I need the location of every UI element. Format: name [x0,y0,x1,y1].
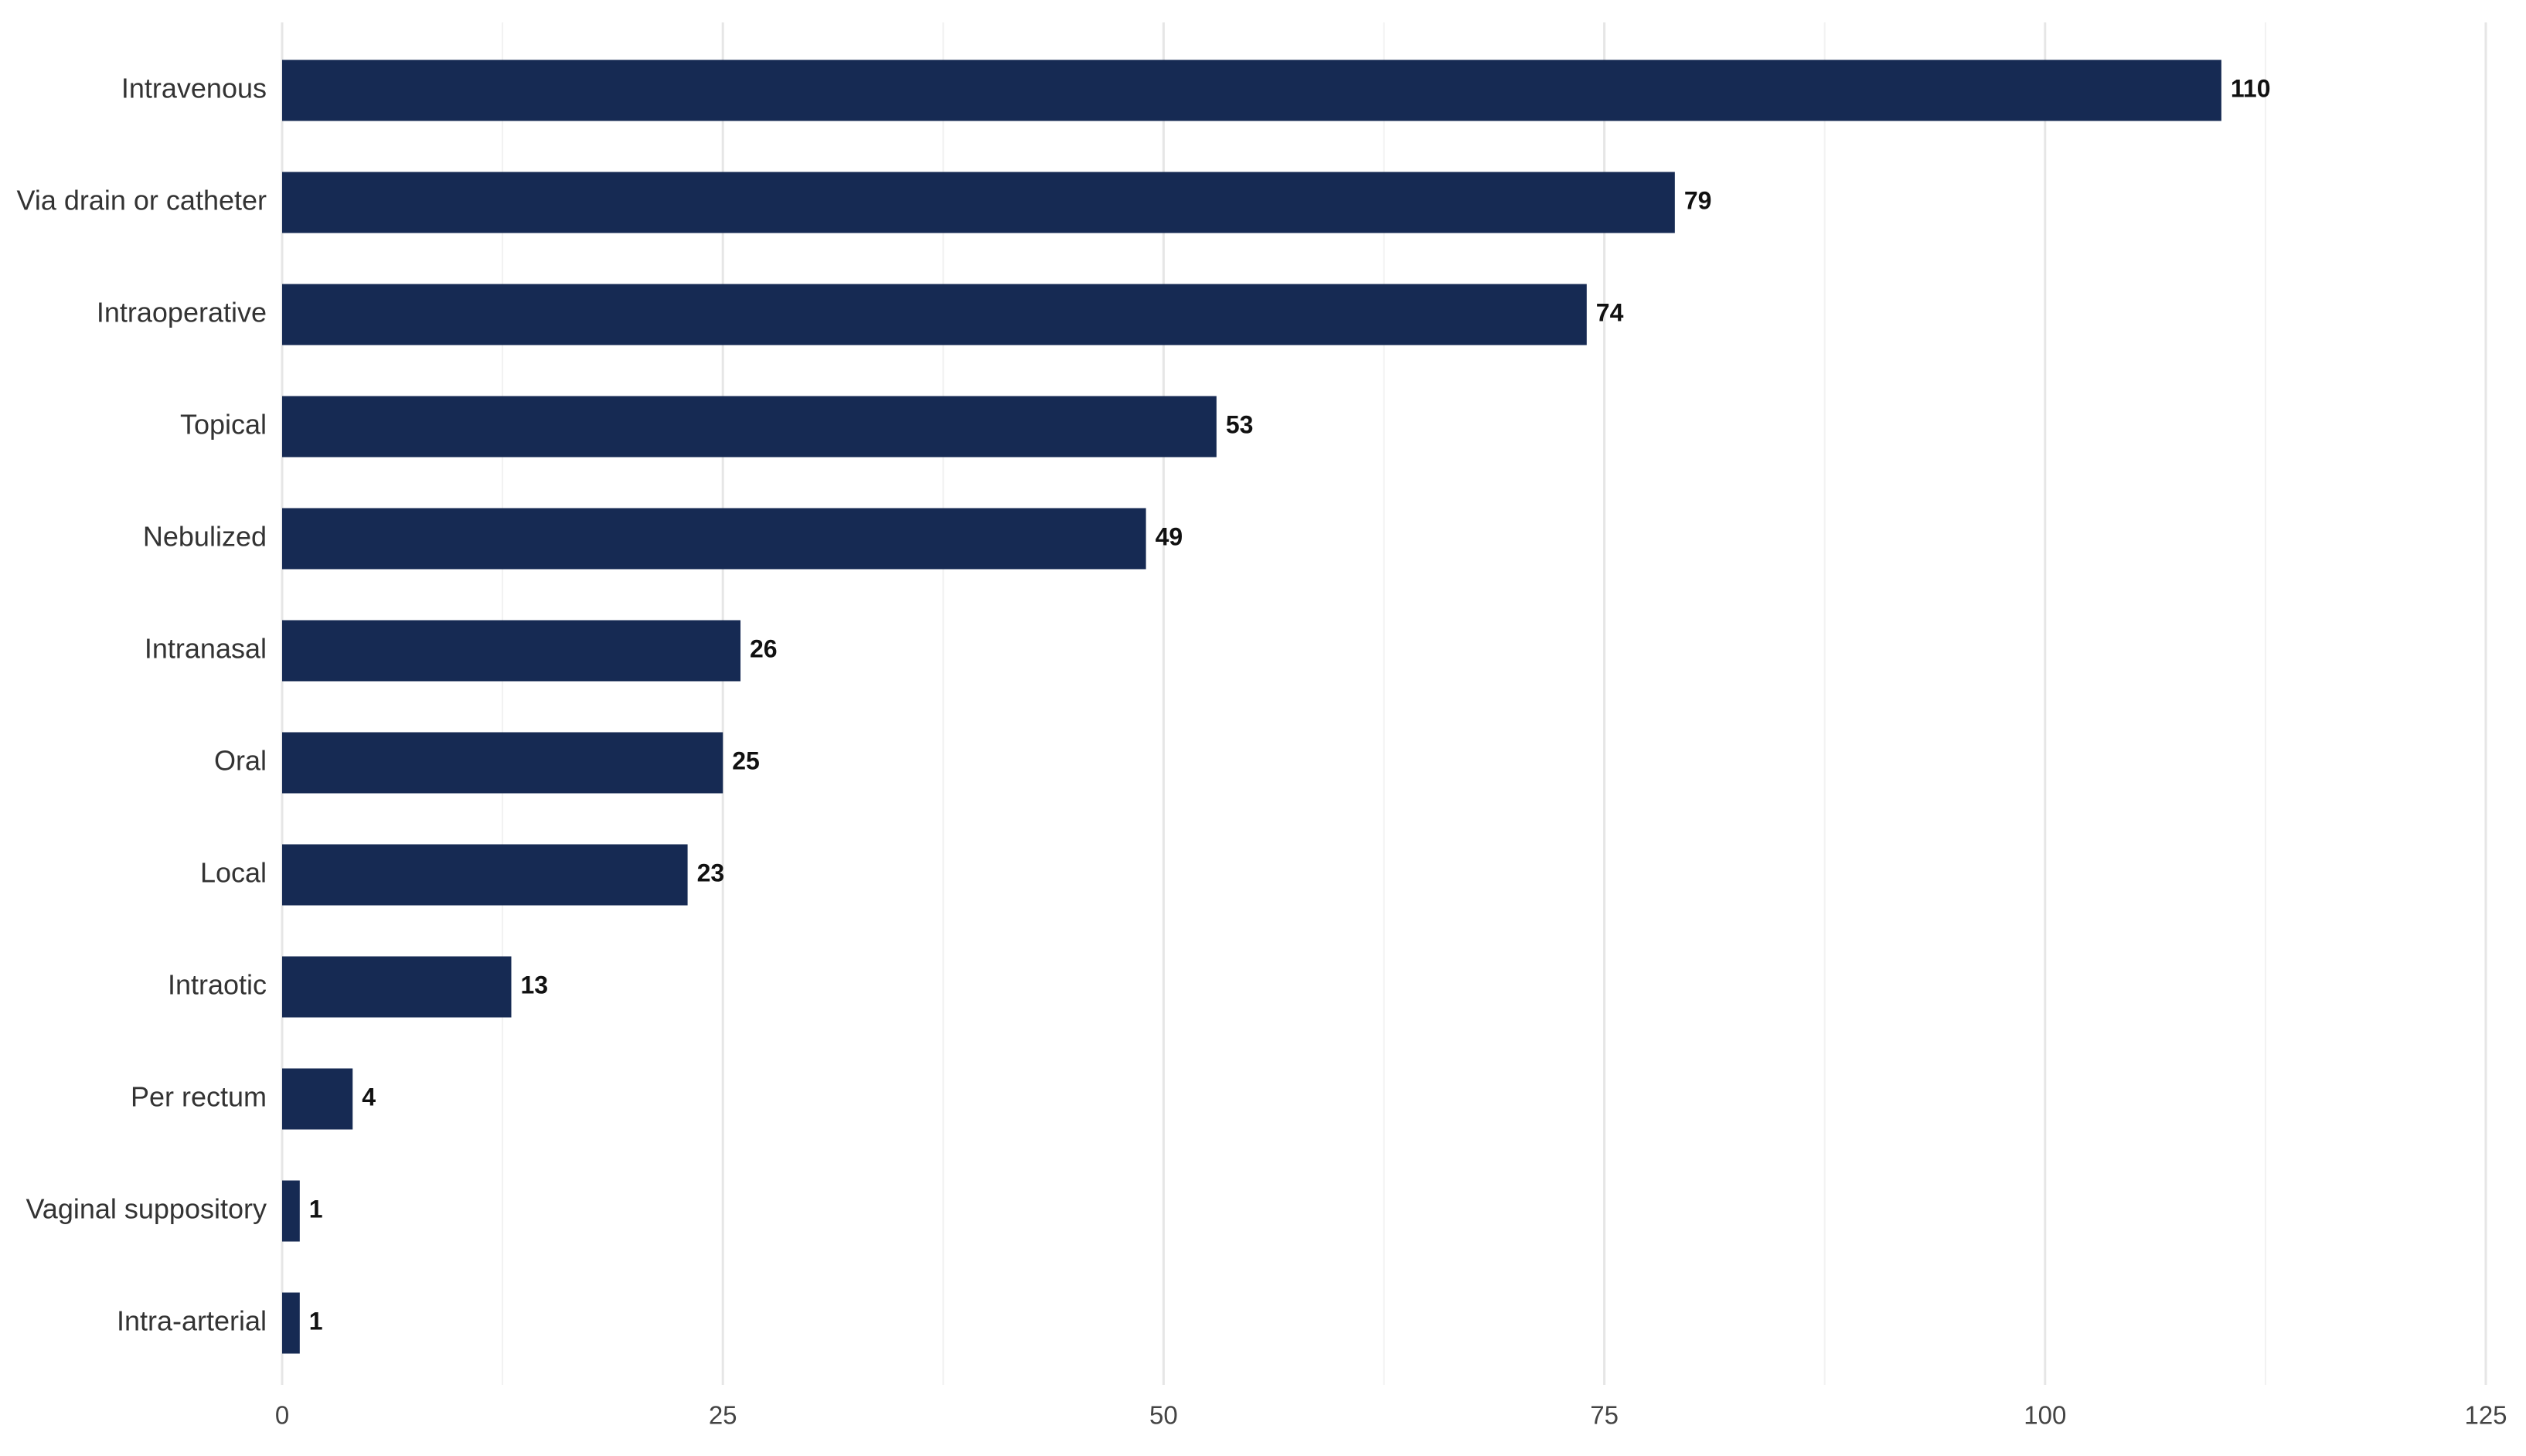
bar [282,172,1675,233]
y-tick-label: Per rectum [131,1081,267,1113]
value-label: 23 [697,859,725,886]
y-tick-label: Intra-arterial [117,1305,267,1337]
y-tick-label: Local [200,857,267,889]
bar [282,956,512,1018]
bar [282,1068,353,1130]
y-tick-label: Intravenous [121,73,267,104]
y-tick-label: Topical [180,409,267,441]
bar [282,60,2221,121]
y-tick-label: Intraoperative [97,297,267,328]
bar [282,396,1217,458]
value-label: 53 [1226,410,1254,438]
value-label: 26 [750,634,778,662]
value-label: 1 [309,1307,323,1335]
y-tick-label: Intraotic [168,969,267,1001]
bar [282,284,1587,345]
value-label: 13 [521,971,549,998]
x-tick-label: 75 [1590,1401,1619,1430]
x-tick-label: 25 [709,1401,737,1430]
bar [282,732,723,794]
bar [282,620,741,682]
value-label: 74 [1596,298,1624,326]
value-label: 1 [309,1195,323,1223]
bar [282,1292,300,1354]
x-tick-label: 125 [2464,1401,2507,1430]
value-label: 79 [1684,186,1712,214]
x-tick-label: 100 [2024,1401,2066,1430]
x-tick-label: 0 [275,1401,289,1430]
value-label: 4 [362,1083,376,1111]
x-tick-label: 50 [1149,1401,1178,1430]
bar [282,844,688,906]
bar [282,508,1146,570]
y-tick-label: Via drain or catheter [16,185,267,216]
y-tick-label: Nebulized [143,521,267,553]
y-tick-label: Intranasal [145,633,267,665]
value-label: 25 [732,747,760,774]
value-label: 49 [1156,522,1183,550]
value-label: 110 [2231,74,2271,102]
y-tick-label: Vaginal suppository [26,1193,267,1225]
bar [282,1180,300,1242]
y-tick-label: Oral [214,745,267,777]
